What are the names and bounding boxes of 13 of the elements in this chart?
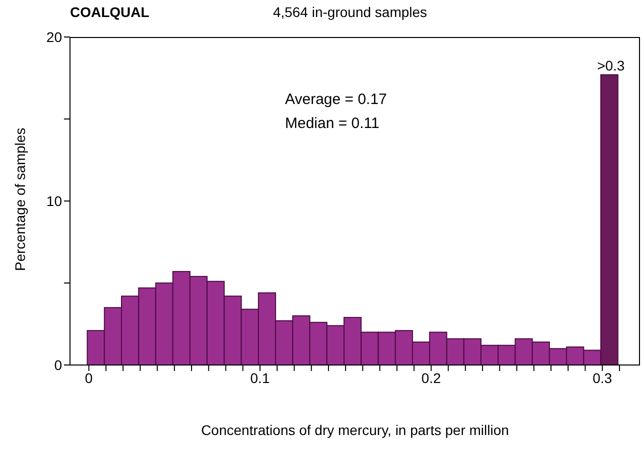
x-axis-title: Concentrations of dry mercury, in parts per million: [201, 422, 509, 438]
annotation: >0.3: [597, 58, 625, 74]
x-tick-label: 0.3: [592, 370, 612, 386]
x-tick-label: 0.1: [250, 370, 270, 386]
x-tick-label: 0: [84, 370, 93, 386]
chart-title: COALQUAL: [70, 4, 150, 20]
annotation: Average = 0.17 Median = 0.11: [285, 90, 387, 134]
y-tick-label: 0: [54, 356, 62, 373]
y-axis-title: Percentage of samples: [12, 128, 28, 271]
chart-subtitle: 4,564 in-ground samples: [272, 4, 428, 20]
x-tick-label: 0.2: [421, 370, 442, 386]
y-tick-label: 10: [46, 192, 62, 209]
y-tick-label: 20: [46, 28, 62, 45]
